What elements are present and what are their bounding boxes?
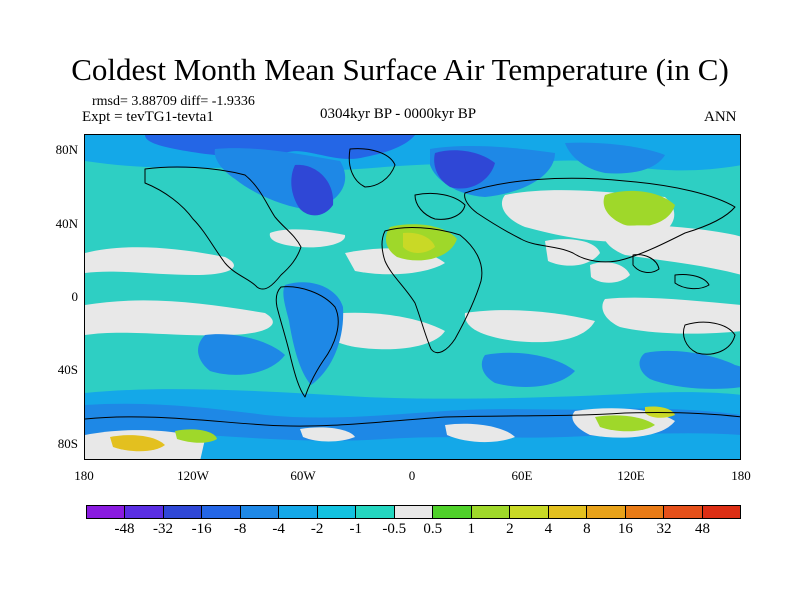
colorbar-label: -0.5 <box>382 521 407 537</box>
colorbar-label: 8 <box>583 521 591 537</box>
colorbar-label: 1 <box>467 521 476 537</box>
temperature-map <box>84 134 741 460</box>
lat-label-40n: 40N <box>55 216 78 231</box>
stats-line: rmsd= 3.88709 diff= -1.9336 <box>92 94 255 109</box>
colorbar-label: 48 <box>694 521 710 537</box>
field-regions <box>85 135 740 459</box>
colorbar-label: 16 <box>617 521 633 537</box>
colorbar-label: -2 <box>310 521 324 537</box>
colorbar-swatch <box>587 506 626 518</box>
map-title: Coldest Month Mean Surface Air Temperatu… <box>71 52 729 87</box>
colorbar-label: -48 <box>114 521 135 537</box>
lon-label-180w: 180 <box>74 468 94 483</box>
colorbar-swatch <box>240 506 280 518</box>
experiment-line: Expt = tevTG1-tevta1 <box>82 109 214 125</box>
colorbar-swatch <box>664 506 703 518</box>
colorbar-label: -16 <box>191 521 212 537</box>
colorbar-swatch <box>702 506 740 518</box>
lon-label-180e: 180 <box>731 468 751 483</box>
colorbar-swatch <box>548 506 588 518</box>
colorbar-swatch <box>202 506 241 518</box>
colorbar-label: 2 <box>506 521 514 537</box>
colorbar-label: -32 <box>153 521 174 537</box>
colorbar-swatch <box>625 506 665 518</box>
lat-label-40s: 40S <box>57 362 78 377</box>
lat-label-0: 0 <box>71 289 79 304</box>
colorbar-swatch <box>317 506 357 518</box>
colorbar-swatch <box>510 506 549 518</box>
colorbar-swatch <box>279 506 318 518</box>
colorbar-label: 4 <box>544 521 553 537</box>
colorbar-swatch <box>125 506 164 518</box>
lon-label-120e: 120E <box>617 468 645 483</box>
colorbar-label: -4 <box>272 521 285 537</box>
map-field <box>85 135 740 459</box>
season-label: ANN <box>704 109 737 125</box>
lon-label-60w: 60W <box>290 468 316 483</box>
colorbar <box>86 505 741 519</box>
colorbar-swatch <box>394 506 434 518</box>
lat-label-80s: 80S <box>57 436 78 451</box>
colorbar-label: -1 <box>349 521 362 537</box>
lat-label-80n: 80N <box>55 142 78 157</box>
colorbar-swatch <box>87 506 126 518</box>
coastlines <box>85 148 740 427</box>
lon-label-60e: 60E <box>511 468 533 483</box>
colorbar-swatch <box>433 506 472 518</box>
colorbar-label: -8 <box>233 521 247 537</box>
lon-label-0: 0 <box>408 468 416 483</box>
colorbar-swatch <box>471 506 511 518</box>
period-line: 0304kyr BP - 0000kyr BP <box>320 106 477 122</box>
colorbar-label: 0.5 <box>423 521 443 537</box>
colorbar-swatch <box>163 506 203 518</box>
lon-label-120w: 120W <box>177 468 209 483</box>
colorbar-swatch <box>356 506 395 518</box>
colorbar-label: 32 <box>656 521 672 537</box>
